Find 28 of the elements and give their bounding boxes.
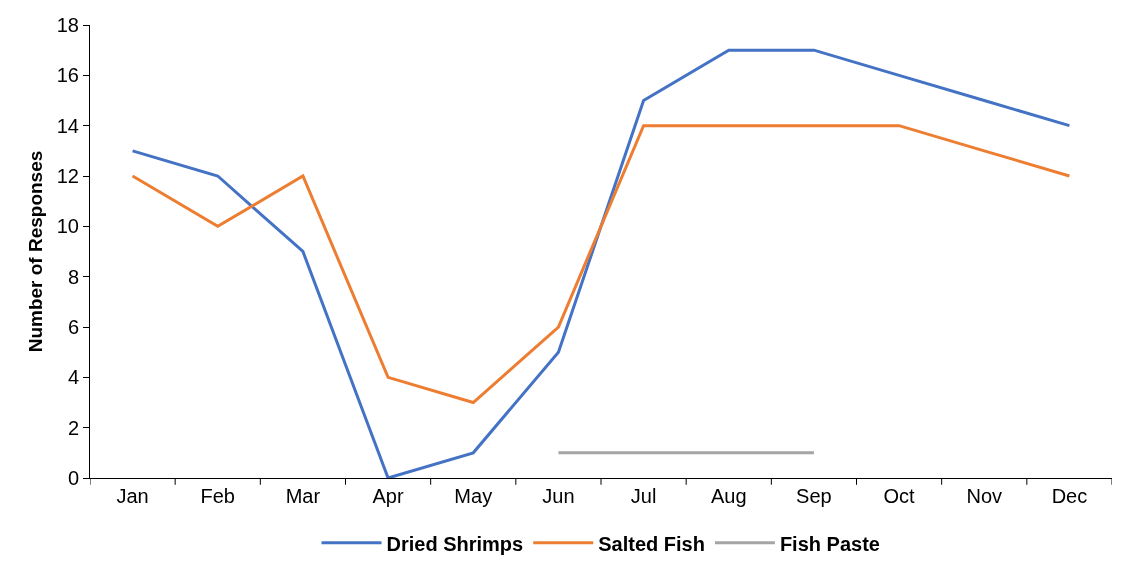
y-tick-label: 2 bbox=[67, 416, 79, 439]
y-tick-label: 6 bbox=[67, 316, 79, 338]
x-tick-label: Jun bbox=[542, 485, 575, 507]
y-tick-label: 18 bbox=[56, 14, 79, 36]
x-tick-label: Oct bbox=[883, 485, 916, 507]
legend-label: Dried Shrimps bbox=[386, 532, 524, 555]
y-tick-label: 4 bbox=[67, 366, 79, 389]
line-series bbox=[131, 124, 1071, 404]
legend-label: Salted Fish bbox=[598, 532, 705, 555]
y-tick-label: 8 bbox=[67, 265, 79, 288]
x-tick-label: Aug bbox=[710, 485, 747, 507]
x-tick-label: Sep bbox=[796, 485, 832, 507]
y-tick-label: 10 bbox=[56, 215, 79, 238]
x-tick-label: Jan bbox=[116, 485, 149, 507]
x-tick-label: May bbox=[454, 485, 493, 507]
x-tick-label: Jul bbox=[630, 485, 657, 507]
y-axis-title: Number of Responses bbox=[25, 150, 46, 353]
y-tick-label: 12 bbox=[56, 165, 79, 187]
x-tick-label: Mar bbox=[285, 485, 321, 507]
x-tick-label: Nov bbox=[966, 485, 1003, 507]
y-tick-label: 14 bbox=[56, 114, 79, 137]
legend-label: Fish Paste bbox=[779, 532, 880, 555]
x-tick-label: Dec bbox=[1051, 485, 1088, 507]
y-tick-label: 16 bbox=[56, 64, 79, 87]
x-tick-label: Feb bbox=[200, 485, 235, 507]
x-tick-label: Apr bbox=[372, 485, 404, 507]
y-tick-label: 0 bbox=[67, 467, 79, 489]
line-series bbox=[131, 48, 1071, 478]
